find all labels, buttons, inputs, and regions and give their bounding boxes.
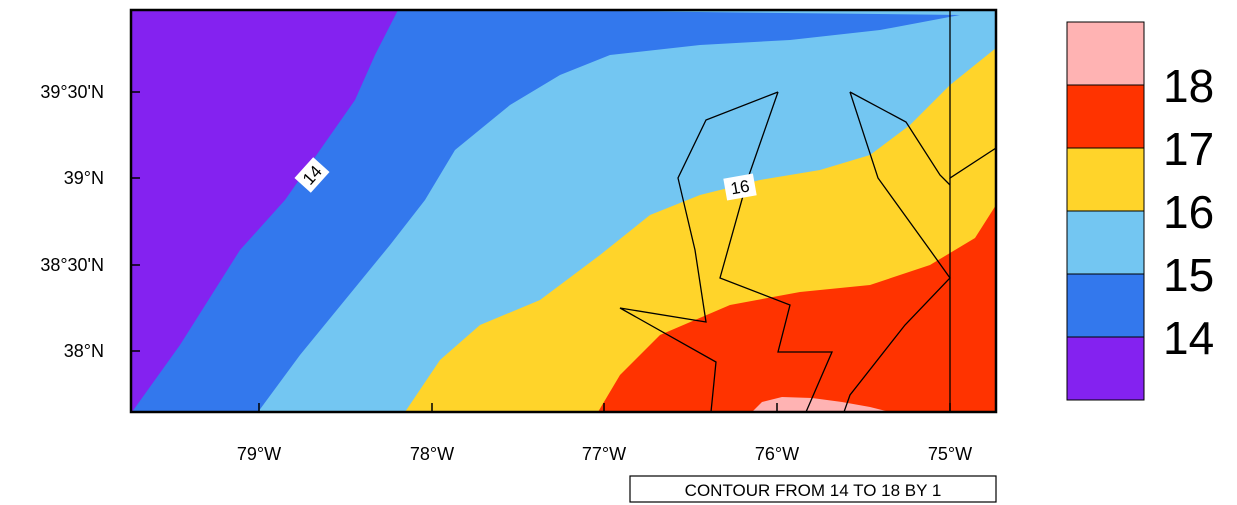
axis-ticks: [131, 91, 951, 412]
lon-label: 77°W: [582, 444, 626, 464]
legend-swatch: [1066, 336, 1145, 401]
lat-label: 39°30'N: [40, 82, 104, 102]
band-18-plus: [752, 397, 890, 412]
lon-label: 78°W: [410, 444, 454, 464]
band-17-18: [598, 205, 996, 412]
lon-label: 75°W: [928, 444, 972, 464]
contour-label-bg: [294, 157, 330, 193]
info-label: CONTOUR FROM 14 TO 18 BY 1: [685, 481, 942, 500]
legend-swatch: [1066, 210, 1145, 275]
lat-label: 38°N: [64, 341, 104, 361]
map-frame: [129, 8, 998, 414]
boundary-line: [619, 91, 779, 412]
contour-label-text: 16: [729, 176, 751, 198]
legend-label: 17: [1163, 123, 1214, 175]
filled-contours: 14 16: [131, 10, 996, 412]
latitude-labels: 39°30'N 39°N 38°30'N 38°N: [40, 82, 104, 361]
contour-label-bg: [723, 173, 757, 201]
legend-swatch: [1066, 147, 1145, 212]
legend: 18 17 16 15 14: [1066, 21, 1214, 401]
boundary-line: [843, 91, 951, 412]
legend-label: 14: [1163, 312, 1214, 364]
lon-label: 76°W: [755, 444, 799, 464]
info-box-frame: [629, 475, 997, 503]
legend-swatch: [1066, 84, 1145, 149]
lat-label: 38°30'N: [40, 255, 104, 275]
legend-label: 16: [1163, 186, 1214, 238]
legend-label: 15: [1163, 249, 1214, 301]
state-boundaries: [619, 10, 996, 412]
legend-swatch: [1066, 273, 1145, 338]
lat-label: 39°N: [64, 168, 104, 188]
legend-swatch: [1066, 21, 1145, 86]
longitude-labels: 79°W 78°W 77°W 76°W 75°W: [237, 444, 972, 464]
contour-label-16: 16: [723, 173, 757, 201]
contour-info-box: CONTOUR FROM 14 TO 18 BY 1: [629, 475, 997, 503]
lon-label: 79°W: [237, 444, 281, 464]
boundary-line: [849, 91, 951, 186]
legend-label: 18: [1163, 60, 1214, 112]
